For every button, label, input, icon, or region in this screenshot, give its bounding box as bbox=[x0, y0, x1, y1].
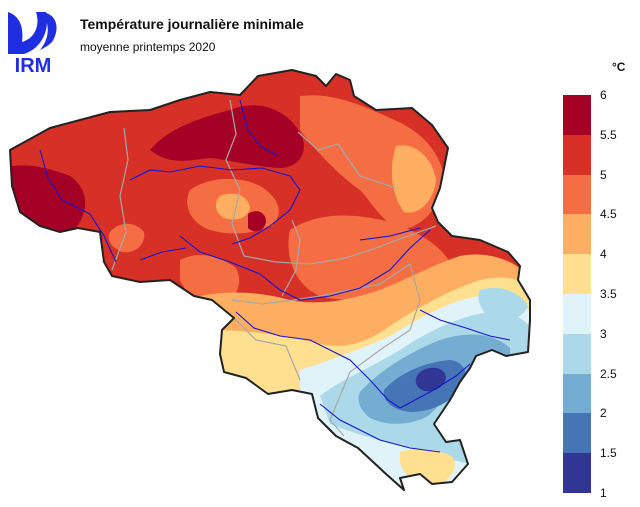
logo-text: IRM bbox=[15, 55, 52, 74]
legend-label: 4.5 bbox=[600, 207, 617, 222]
province-borders bbox=[111, 99, 437, 437]
legend-color-box bbox=[563, 373, 591, 414]
legend-label: 1.5 bbox=[600, 446, 617, 461]
legend-label: 2 bbox=[600, 406, 607, 421]
temperature-fill bbox=[10, 70, 530, 490]
legend-color-box bbox=[563, 95, 591, 136]
legend-color-box bbox=[563, 294, 591, 335]
legend-label: 2.5 bbox=[600, 366, 617, 381]
legend-color-box bbox=[563, 254, 591, 295]
map-title: Température journalière minimale bbox=[80, 16, 304, 32]
legend-label: 5.5 bbox=[600, 127, 617, 142]
temperature-map bbox=[9, 69, 531, 491]
legend-label: 3.5 bbox=[600, 287, 617, 301]
legend-color-box bbox=[563, 174, 591, 215]
legend-label: 1 bbox=[600, 486, 607, 500]
legend-label: 5 bbox=[600, 167, 607, 182]
legend-unit: °C bbox=[612, 60, 626, 74]
irm-logo-icon: IRM bbox=[8, 12, 57, 74]
legend-color-box bbox=[563, 413, 591, 454]
legend-color-box bbox=[563, 134, 591, 176]
legend-color-box bbox=[563, 333, 591, 375]
legend-color-box bbox=[563, 453, 591, 494]
legend-label: 3 bbox=[600, 326, 607, 341]
map-subtitle: moyenne printemps 2020 bbox=[80, 40, 216, 54]
legend-label: 4 bbox=[600, 247, 607, 262]
legend-label: 6 bbox=[600, 88, 607, 102]
color-legend bbox=[563, 95, 591, 494]
country-border bbox=[9, 69, 531, 491]
rivers bbox=[39, 99, 511, 453]
legend-color-box bbox=[563, 214, 591, 255]
